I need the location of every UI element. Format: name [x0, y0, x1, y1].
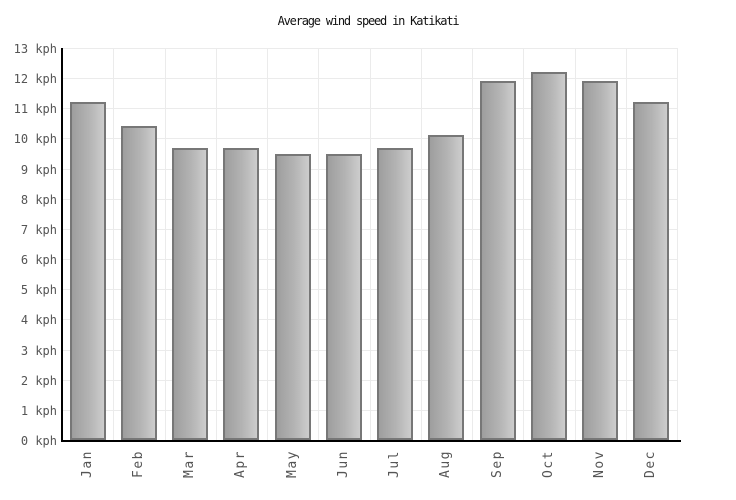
v-gridline-2	[164, 48, 166, 440]
x-tick-label-aug: Aug	[438, 450, 454, 478]
x-tick-label-nov: Nov	[592, 450, 608, 478]
bar-nov	[582, 81, 619, 440]
v-gridline-7	[420, 48, 422, 440]
v-gridline-10	[574, 48, 576, 440]
bar-may	[274, 153, 311, 440]
y-tick-label-13: 13 kph	[13, 42, 57, 56]
bar-feb	[120, 126, 157, 440]
x-tick-label-sep: Sep	[489, 450, 505, 478]
chart-title: Average wind speed in Katikati	[277, 14, 460, 28]
bar-jun	[325, 153, 362, 440]
v-gridline-6	[369, 48, 371, 440]
x-tick-label-may: May	[284, 450, 300, 478]
y-tick-label-11: 11 kph	[13, 102, 57, 117]
bar-jul	[377, 147, 414, 440]
v-gridline-11	[625, 48, 627, 440]
v-gridline-1	[113, 48, 115, 440]
v-gridline-3	[215, 48, 217, 440]
bar-mar	[172, 147, 209, 440]
y-tick-label-4: 4 kph	[20, 313, 57, 328]
x-axis	[61, 440, 681, 442]
x-tick-label-dec: Dec	[643, 450, 659, 478]
bar-jan	[69, 102, 106, 440]
y-tick-label-0: 0 kph	[20, 434, 57, 448]
y-tick-label-7: 7 kph	[20, 222, 57, 237]
y-tick-label-5: 5 kph	[20, 283, 57, 298]
y-tick-label-12: 12 kph	[13, 72, 57, 87]
x-tick-label-oct: Oct	[540, 450, 556, 478]
x-tick-label-jun: Jun	[335, 450, 351, 478]
bar-oct	[530, 72, 567, 440]
bar-apr	[223, 147, 260, 440]
v-gridline-4	[267, 48, 268, 440]
y-axis	[61, 48, 63, 442]
v-gridline-5	[318, 48, 320, 440]
bar-sep	[479, 81, 516, 440]
y-tick-label-6: 6 kph	[20, 253, 57, 268]
v-gridline-8	[472, 48, 473, 440]
x-tick-label-mar: Mar	[182, 450, 198, 478]
y-tick-label-3: 3 kph	[20, 343, 57, 358]
v-gridline-12	[677, 48, 678, 440]
x-tick-label-apr: Apr	[233, 450, 249, 478]
bar-aug	[428, 135, 465, 440]
y-tick-label-1: 1 kph	[20, 403, 57, 418]
v-gridline-9	[523, 48, 525, 440]
y-tick-label-9: 9 kph	[20, 162, 57, 177]
x-tick-label-feb: Feb	[130, 450, 146, 478]
x-tick-label-jan: Jan	[79, 450, 95, 478]
y-tick-label-10: 10 kph	[13, 132, 57, 147]
y-tick-label-8: 8 kph	[20, 192, 57, 207]
y-tick-label-2: 2 kph	[20, 373, 57, 388]
bar-dec	[633, 102, 670, 440]
x-tick-label-jul: Jul	[387, 450, 403, 478]
